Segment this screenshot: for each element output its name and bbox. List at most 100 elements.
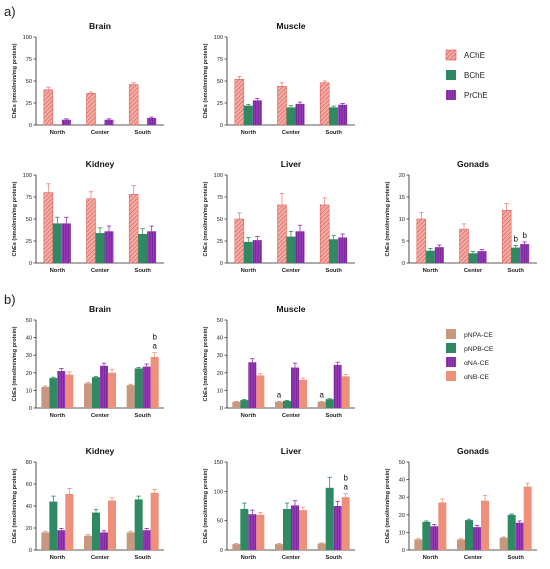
bar-ache-center — [86, 198, 96, 264]
chart-title: Liver — [281, 159, 302, 169]
bar-pnpa-ce-center — [84, 535, 92, 550]
bar-pnpb-ce-south — [134, 499, 143, 550]
chart-title: Gonads — [457, 159, 489, 169]
y-tick-label: 30 — [217, 353, 223, 359]
legend-swatch-bche — [446, 70, 456, 80]
bar-bche-north — [52, 223, 62, 263]
legend-label-prche: PrChE — [464, 91, 488, 100]
y-axis-label: CbEs (nmol/min/mg protein) — [385, 468, 391, 543]
y-tick-label: 0 — [220, 548, 223, 554]
bar-ache-north — [43, 89, 54, 126]
bar-alphanb-ce-south — [150, 492, 159, 550]
x-category-label: South — [134, 555, 151, 561]
bar-bche-north — [425, 250, 435, 263]
bar-alphana-ce-north — [248, 514, 257, 550]
x-category-label: North — [50, 555, 66, 561]
y-tick-label: 75 — [217, 195, 223, 201]
y-tick-label: 0 — [220, 261, 223, 267]
bar-alphana-ce-north — [57, 530, 66, 550]
y-tick-label: 10 — [217, 388, 223, 394]
y-tick-label: 10 — [399, 217, 405, 223]
bar-bche-center — [95, 233, 105, 263]
y-tick-label: 150 — [214, 460, 223, 466]
bar-pnpb-ce-south — [325, 487, 334, 550]
y-tick-label: 0 — [29, 548, 32, 554]
y-tick-label: 5 — [402, 239, 405, 245]
bar-prche-south — [147, 117, 157, 125]
bar-bche-south — [329, 239, 339, 263]
bar-bche-center — [286, 236, 296, 263]
x-category-label: North — [241, 413, 257, 419]
significance-letter: b — [522, 231, 527, 240]
y-axis-label: ChEs (nmol/min/mg protein) — [203, 43, 209, 118]
bar-alphana-ce-south — [142, 366, 151, 408]
y-tick-label: 25 — [26, 101, 32, 107]
y-tick-label: 50 — [26, 318, 32, 324]
bar-alphana-ce-north — [248, 362, 257, 408]
bar-bche-north — [243, 241, 253, 263]
x-category-label: North — [241, 130, 257, 136]
legend-label-alphana-ce: αNA-CE — [464, 360, 490, 367]
bar-alphanb-ce-north — [256, 375, 265, 408]
y-axis-label: ChEs (nmol/min/mg protein) — [12, 181, 18, 256]
x-category-label: South — [134, 413, 151, 419]
chart-title: Liver — [281, 446, 302, 456]
bar-prche-center — [104, 119, 114, 125]
bar-prche-center — [104, 231, 114, 263]
y-tick-label: 40 — [217, 336, 223, 342]
x-category-label: North — [241, 555, 257, 561]
y-tick-label: 50 — [399, 460, 405, 466]
panel-a-label: a) — [4, 4, 16, 19]
bar-alphanb-ce-south — [341, 497, 350, 550]
y-tick-label: 40 — [26, 336, 32, 342]
y-tick-label: 50 — [217, 217, 223, 223]
x-category-label: Center — [282, 413, 301, 419]
bar-prche-south — [147, 231, 157, 263]
bar-ache-center — [277, 204, 287, 264]
y-tick-label: 15 — [399, 195, 405, 201]
y-tick-label: 50 — [26, 217, 32, 223]
bar-prche-north — [61, 223, 71, 263]
x-category-label: Center — [91, 268, 110, 274]
y-tick-label: 75 — [26, 195, 32, 201]
bar-bche-north — [243, 105, 253, 125]
y-tick-label: 30 — [399, 495, 405, 501]
bar-alphana-ce-north — [430, 526, 439, 550]
bar-ache-south — [501, 209, 512, 264]
bar-prche-north — [434, 247, 444, 263]
x-category-label: South — [507, 268, 524, 274]
y-axis-label: CbEs (nmol/min/mg protein) — [12, 468, 18, 543]
bar-alphanb-ce-south — [341, 376, 350, 408]
bar-alphanb-ce-south — [523, 486, 532, 550]
y-tick-label: 10 — [26, 388, 32, 394]
bar-pnpa-ce-south — [126, 385, 135, 408]
bar-pnpb-ce-north — [49, 378, 58, 408]
bar-alphanb-ce-north — [438, 502, 447, 550]
bar-pnpa-ce-north — [232, 401, 241, 408]
bar-pnpa-ce-south — [317, 543, 326, 550]
y-tick-label: 0 — [29, 406, 32, 412]
bar-pnpb-ce-north — [49, 501, 58, 550]
bar-prche-north — [61, 119, 71, 125]
bar-ache-center — [459, 228, 469, 264]
y-tick-label: 50 — [217, 79, 223, 85]
y-tick-label: 100 — [23, 35, 32, 41]
x-category-label: Center — [91, 413, 110, 419]
bar-ache-south — [128, 194, 139, 264]
y-tick-label: 0 — [220, 123, 223, 129]
bar-pnpa-ce-north — [41, 386, 50, 408]
y-tick-label: 20 — [217, 371, 223, 377]
chart-a-gonads: Gonads ChEs (nmol/min/mg protein) 0 5 10 15 20… — [385, 159, 537, 274]
legend-panel-a: AChE BChE PrChE — [445, 49, 488, 100]
bar-ache-center — [86, 93, 96, 126]
bar-prche-south — [338, 237, 348, 263]
legend-swatch-alphanb-ce — [446, 371, 456, 381]
bar-ache-south — [319, 204, 330, 264]
y-tick-label: 50 — [26, 79, 32, 85]
bar-pnpa-ce-north — [232, 544, 241, 550]
legend-swatch-prche — [446, 90, 456, 100]
x-category-label: North — [50, 413, 66, 419]
chart-title: Muscle — [276, 21, 305, 31]
